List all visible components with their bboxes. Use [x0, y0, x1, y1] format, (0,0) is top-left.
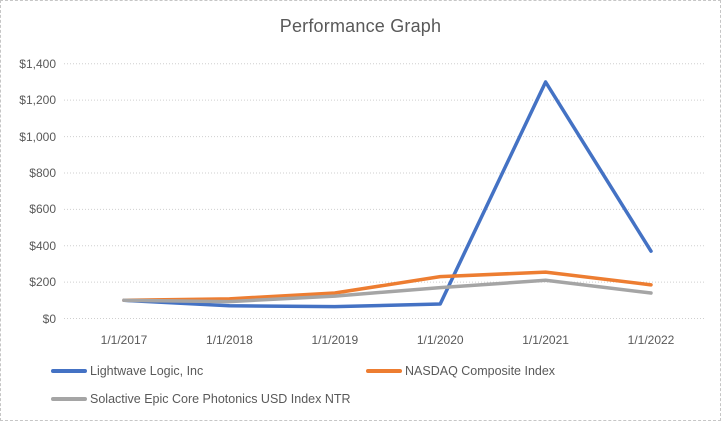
- y-tick-label: $800: [29, 165, 56, 180]
- y-tick-label: $1,200: [19, 93, 56, 108]
- x-tick-label: 1/1/2017: [100, 333, 148, 347]
- x-tick-label: 1/1/2022: [627, 333, 675, 347]
- legend-line-swatch-icon: [51, 369, 87, 373]
- legend-line-swatch-icon: [51, 397, 87, 401]
- y-tick-label: $400: [29, 238, 56, 253]
- series-line-lightwave-logic-inc: [122, 80, 653, 309]
- legend-item-solactive-epic-core-photonics-usd-index-ntr: Solactive Epic Core Photonics USD Index …: [51, 391, 351, 407]
- y-tick-label: $1,400: [19, 56, 56, 71]
- legend-line-swatch-icon: [366, 369, 402, 373]
- legend-item-lightwave-logic-inc: Lightwave Logic, Inc: [51, 363, 203, 379]
- x-tick-label: 1/1/2019: [311, 333, 359, 347]
- legend-item-label: Solactive Epic Core Photonics USD Index …: [90, 392, 351, 406]
- x-tick-label: 1/1/2021: [522, 333, 569, 347]
- y-tick-label: $1,000: [19, 129, 56, 144]
- x-tick-label: 1/1/2018: [206, 333, 253, 347]
- legend-item-nasdaq-composite-index: NASDAQ Composite Index: [366, 363, 555, 379]
- y-tick-label: $200: [29, 275, 56, 290]
- legend-item-label: NASDAQ Composite Index: [405, 364, 556, 378]
- chart-title: Performance Graph: [279, 16, 442, 36]
- legend-item-label: Lightwave Logic, Inc: [90, 364, 204, 378]
- y-tick-label: $0: [42, 311, 56, 326]
- y-tick-label: $600: [29, 202, 56, 217]
- series-line-nasdaq-composite-index: [122, 270, 653, 303]
- series-line-solactive-epic-core-photonics-usd-index-ntr: [122, 278, 653, 304]
- x-tick-label: 1/1/2020: [416, 333, 464, 347]
